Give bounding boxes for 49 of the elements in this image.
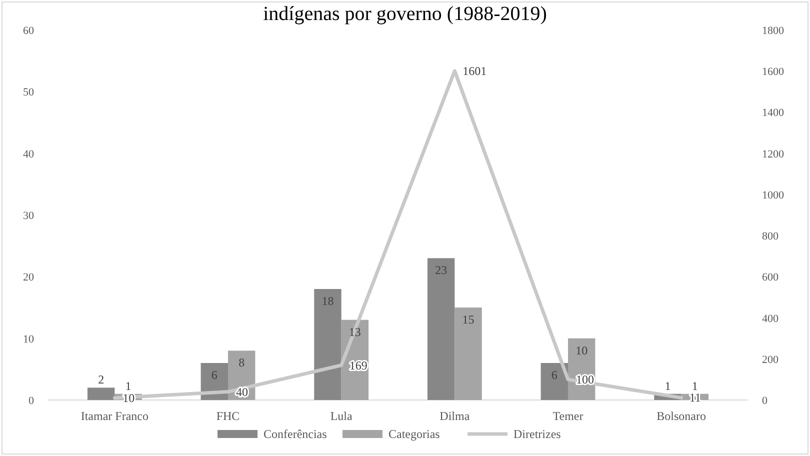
data-label: 2 xyxy=(98,372,104,387)
x-tick-label: Temer xyxy=(552,409,584,423)
legend-label: Categorias xyxy=(388,427,440,441)
data-label: 1601 xyxy=(462,64,487,78)
y2-tick-label: 600 xyxy=(762,272,779,284)
data-label: 10 xyxy=(576,343,588,358)
bar xyxy=(454,308,482,400)
y-tick-label: 50 xyxy=(23,86,34,99)
data-label: 23 xyxy=(435,263,448,278)
y-tick-label: 60 xyxy=(23,25,34,37)
data-label: 1 xyxy=(664,378,671,393)
y-tick-label: 0 xyxy=(28,395,34,407)
chart-title: indígenas por governo (1988-2019) xyxy=(263,3,547,25)
bar xyxy=(87,388,115,400)
data-label: 15 xyxy=(462,312,474,326)
y2-tick-label: 1800 xyxy=(762,25,784,37)
bar xyxy=(314,289,342,400)
y-tick-label: 40 xyxy=(23,148,34,160)
data-label: 18 xyxy=(322,294,334,308)
y2-tick-label: 1600 xyxy=(762,66,784,78)
x-tick-label: Itamar Franco xyxy=(80,409,148,423)
data-label: 10 xyxy=(122,390,135,405)
y2-tick-label: 400 xyxy=(762,312,779,325)
y2-tick-label: 200 xyxy=(762,354,779,366)
y2-tick-label: 1000 xyxy=(762,189,784,202)
data-label: 169 xyxy=(349,358,368,372)
y-tick-label: 30 xyxy=(23,210,34,222)
data-label: 1 xyxy=(125,378,132,393)
y-tick-label: 20 xyxy=(23,272,34,284)
data-label: 8 xyxy=(238,356,245,370)
y2-tick-label: 800 xyxy=(762,230,779,243)
y2-tick-label: 1400 xyxy=(762,107,784,120)
y2-tick-label: 0 xyxy=(762,395,768,407)
legend-label: Diretrizes xyxy=(514,427,562,441)
x-tick-label: Bolsonaro xyxy=(656,409,706,423)
legend-label: Conferências xyxy=(264,427,328,441)
bar xyxy=(540,363,568,400)
data-label: 100 xyxy=(576,372,594,386)
data-label: 6 xyxy=(211,368,218,382)
y-tick-label: 10 xyxy=(23,333,34,346)
x-tick-label: Dilma xyxy=(440,409,470,423)
x-tick-label: FHC xyxy=(216,409,240,423)
data-label: 40 xyxy=(236,384,248,399)
y2-tick-label: 1200 xyxy=(762,148,784,160)
data-label: 1 xyxy=(692,378,698,393)
bar xyxy=(427,258,455,400)
x-tick-label: Lula xyxy=(330,409,353,423)
data-label: 6 xyxy=(551,368,558,382)
data-label: 13 xyxy=(348,324,361,339)
